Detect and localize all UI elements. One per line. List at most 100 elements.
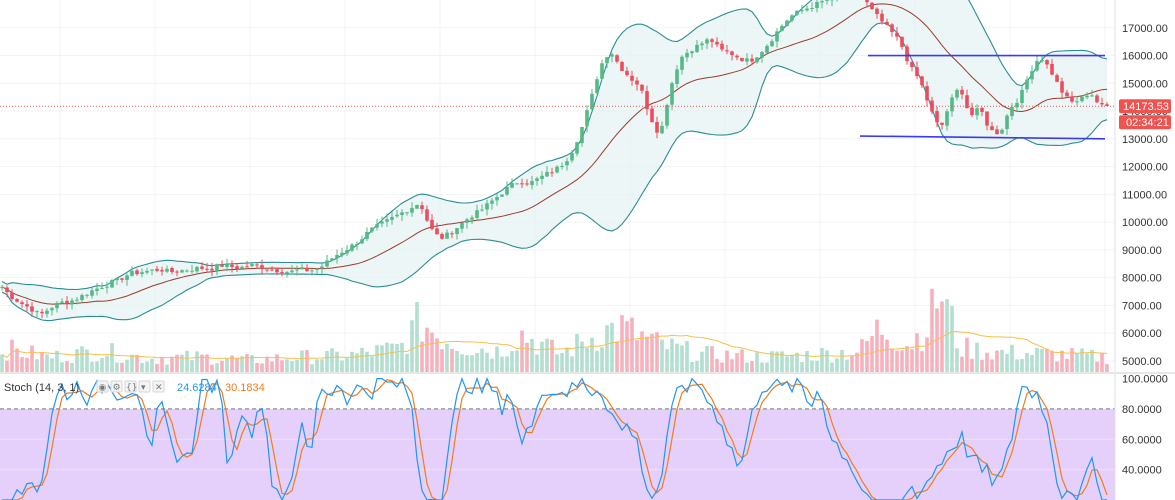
- volume-bar: [470, 355, 474, 372]
- volume-bar: [680, 345, 684, 372]
- volume-bar: [240, 356, 244, 372]
- volume-bar: [40, 351, 44, 372]
- volume-bar: [275, 354, 279, 372]
- volume-bar: [615, 341, 619, 372]
- candle-up: [70, 300, 74, 305]
- candle-up: [685, 52, 689, 58]
- candle-up: [775, 31, 779, 42]
- stochastic-panel[interactable]: Stoch (14, 3, 1) ◉ ⚙ {} ▾ ✕ 24.6284 30.1…: [0, 376, 1115, 500]
- volume-bar: [915, 333, 919, 372]
- source-code-icon[interactable]: {}: [124, 380, 137, 393]
- volume-bar: [600, 347, 604, 372]
- volume-bar: [830, 362, 834, 372]
- volume-bar: [1080, 348, 1084, 372]
- candle-up: [400, 212, 404, 215]
- volume-bar: [695, 360, 699, 372]
- volume-bar: [525, 342, 529, 372]
- volume-bar: [50, 358, 54, 372]
- candle-down: [15, 298, 19, 302]
- volume-bar: [1095, 361, 1099, 372]
- stoch-k-line: [2, 376, 1108, 500]
- volume-bar: [445, 343, 449, 372]
- stoch-k-value: 24.6284: [177, 382, 217, 394]
- candle-up: [250, 264, 254, 267]
- candle-down: [435, 228, 439, 235]
- eye-icon[interactable]: ◉: [96, 380, 109, 393]
- candle-down: [30, 306, 34, 312]
- volume-bar: [65, 361, 69, 372]
- stochastic-axis[interactable]: 40.0000 60.0000 80.0000 100.0000: [1114, 374, 1168, 500]
- volume-bar: [185, 350, 189, 372]
- candle-up: [315, 268, 319, 270]
- more-icon[interactable]: ▾: [138, 380, 151, 393]
- price-tick-label: 9000.00: [1122, 245, 1162, 257]
- volume-bar: [700, 351, 704, 372]
- volume-bar: [280, 360, 284, 372]
- candle-up: [85, 294, 89, 296]
- candle-up: [600, 63, 604, 79]
- volume-bar: [655, 332, 659, 372]
- volume-bar: [225, 358, 229, 372]
- candle-up: [240, 266, 244, 269]
- volume-bar: [975, 342, 979, 372]
- candle-up: [800, 10, 804, 12]
- price-panel[interactable]: [0, 0, 1115, 372]
- candle-down: [425, 209, 429, 221]
- volume-bar: [220, 360, 224, 372]
- candle-up: [445, 232, 449, 239]
- volume-bar: [650, 333, 654, 372]
- last-price-label: 14173.53: [1123, 101, 1169, 113]
- volume-bar: [570, 356, 574, 372]
- candle-up: [1030, 71, 1034, 80]
- candle-up: [1085, 95, 1089, 98]
- candle-down: [925, 86, 929, 101]
- volume-bar: [905, 346, 909, 372]
- volume-bar: [890, 348, 894, 372]
- volume-bar: [910, 349, 914, 372]
- candle-down: [420, 205, 424, 210]
- volume-bar: [800, 362, 804, 372]
- close-icon[interactable]: ✕: [152, 380, 165, 393]
- candle-up: [700, 43, 704, 46]
- volume-bar: [400, 342, 404, 372]
- candle-down: [915, 67, 919, 77]
- volume-bar: [345, 358, 349, 372]
- candle-up: [575, 142, 579, 154]
- volume-bar: [835, 358, 839, 372]
- price-tick-label: 6000.00: [1122, 328, 1162, 340]
- candle-down: [940, 122, 944, 125]
- volume-bar: [190, 360, 194, 372]
- candle-down: [235, 266, 239, 269]
- candle-down: [20, 302, 24, 304]
- volume-bar: [565, 347, 569, 372]
- price-tick-label: 11000.00: [1122, 189, 1167, 201]
- candle-up: [820, 1, 824, 3]
- volume-bar: [310, 364, 314, 372]
- candle-down: [960, 89, 964, 95]
- settings-icon[interactable]: ⚙: [110, 380, 123, 393]
- volume-bar: [985, 352, 989, 372]
- candle-down: [710, 39, 714, 42]
- svg-text:{}: {}: [126, 383, 137, 393]
- candle-up: [530, 181, 534, 185]
- candle-up: [310, 270, 314, 272]
- support-trendline[interactable]: [859, 135, 1106, 140]
- candle-up: [465, 219, 469, 223]
- volume-bar: [150, 358, 154, 372]
- volume-bar: [1030, 355, 1034, 372]
- volume-bar: [720, 362, 724, 372]
- volume-bar: [390, 343, 394, 372]
- candle-down: [1050, 63, 1054, 75]
- svg-text:⚙: ⚙: [113, 383, 121, 393]
- volume-bar: [1000, 349, 1004, 372]
- candle-down: [715, 41, 719, 45]
- price-axis[interactable]: 5000.00 6000.00 7000.00 8000.00 9000.00 10000…: [1114, 0, 1171, 372]
- candle-down: [280, 272, 284, 274]
- volume-bar: [955, 348, 959, 372]
- candles: [0, 0, 1109, 319]
- volume-bar: [575, 334, 579, 372]
- volume-bar: [630, 317, 634, 372]
- volume-bar: [155, 363, 159, 372]
- candle-up: [375, 224, 379, 228]
